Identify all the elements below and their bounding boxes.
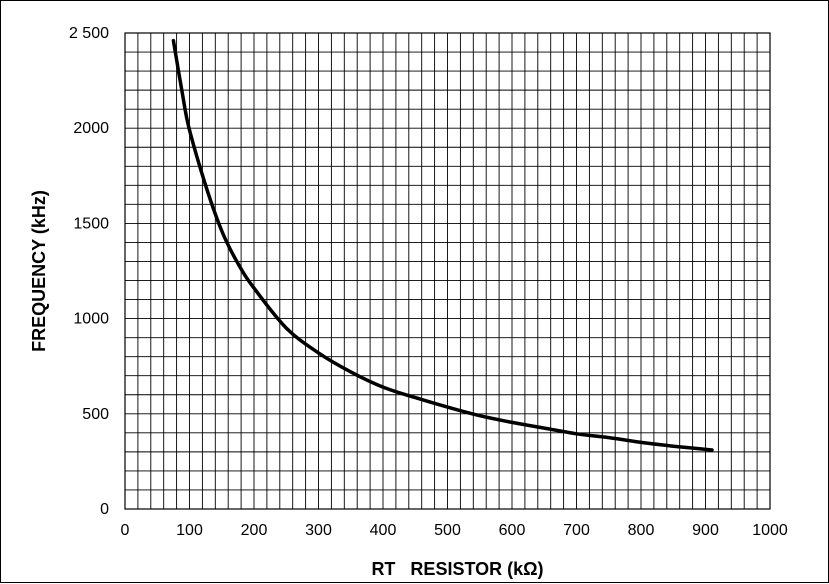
x-tick-label: 400	[370, 522, 397, 539]
plot-area-border	[124, 32, 771, 510]
y-tick-label: 2 500	[69, 25, 109, 42]
y-tick-label: 500	[82, 406, 109, 423]
y-tick-labels: 0 500 1000 1500 2000 2 500	[69, 25, 109, 518]
y-tick-label: 1000	[73, 311, 109, 328]
x-tick-label: 300	[305, 522, 332, 539]
frequency-curve	[171, 38, 714, 452]
x-axis-title: RT RESISTOR (kΩ)	[371, 559, 543, 579]
x-tick-label: 800	[628, 522, 655, 539]
x-tick-label: 500	[434, 522, 461, 539]
x-tick-label: 200	[241, 522, 268, 539]
x-tick-label: 100	[176, 522, 203, 539]
x-tick-labels: 0 100 200 300 400 500 600 700 800 900 1000	[121, 522, 788, 539]
grid-lines	[125, 33, 770, 509]
y-tick-label: 1500	[73, 215, 109, 232]
y-axis-title: FREQUENCY (kHz)	[29, 190, 49, 352]
x-tick-label: 600	[499, 522, 526, 539]
y-tick-label: 0	[100, 501, 109, 518]
x-tick-label: 1000	[752, 522, 788, 539]
x-tick-label: 900	[692, 522, 719, 539]
x-tick-label: 0	[121, 522, 130, 539]
y-tick-label: 2000	[73, 120, 109, 137]
x-tick-label: 700	[563, 522, 590, 539]
